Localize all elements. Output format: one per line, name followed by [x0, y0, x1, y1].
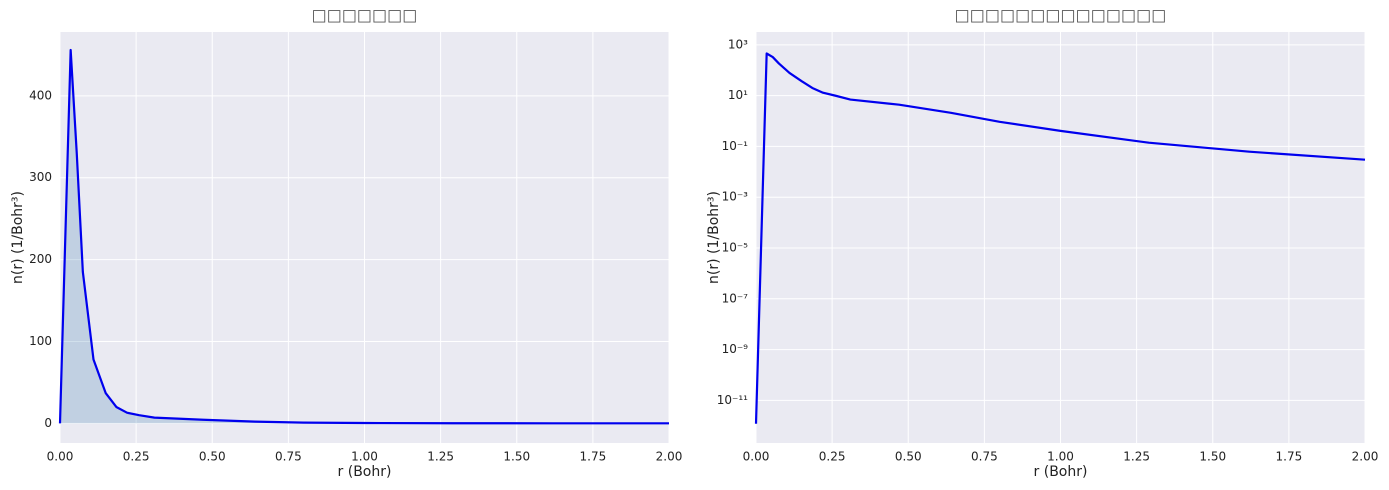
y-tick-label: 10¹: [728, 88, 748, 102]
x-tick-label: 0.50: [895, 450, 922, 464]
y-axis-label: n(r) (1/Bohr³): [706, 191, 722, 284]
x-tick-label: 1.75: [580, 450, 607, 464]
x-tick-label: 1.25: [427, 450, 454, 464]
y-tick-label: 10³: [728, 37, 748, 51]
chart-title: □□□□□□□: [312, 6, 418, 25]
y-tick-label: 10⁻³: [722, 190, 749, 204]
x-axis-label: r (Bohr): [338, 464, 392, 480]
x-tick-label: 0.50: [199, 450, 226, 464]
chart-title: □□□□□□□□□□□□□□: [955, 6, 1167, 25]
x-tick-label: 1.75: [1276, 450, 1303, 464]
y-tick-label: 10⁻⁹: [722, 342, 749, 356]
y-tick-label: 10⁻¹¹: [717, 393, 748, 407]
y-tick-label: 10⁻⁵: [722, 241, 749, 255]
x-tick-label: 0.00: [47, 450, 74, 464]
x-axis-label: r (Bohr): [1034, 464, 1088, 480]
y-tick-label: 0: [44, 416, 52, 430]
x-tick-label: 1.00: [1047, 450, 1074, 464]
y-tick-label: 100: [29, 334, 52, 348]
axes: 0.00 0.25 0.50 0.75 1.00 1.25 1.50 1.75 2.00 0 100…: [10, 6, 682, 481]
axes: 0.00 0.25 0.50 0.75 1.00 1.25 1.50 1.75 2.00 10³ 1…: [706, 6, 1378, 481]
y-tick-label: 300: [29, 170, 52, 184]
x-tick-label: 0.75: [275, 450, 302, 464]
x-tick-label: 2.00: [1352, 450, 1379, 464]
y-axis-label: n(r) (1/Bohr³): [10, 191, 26, 284]
x-tick-label: 0.25: [819, 450, 846, 464]
y-tick-label: 400: [29, 88, 52, 102]
x-tick-label: 0.00: [743, 450, 770, 464]
x-tick-label: 0.25: [123, 450, 150, 464]
x-tick-label: 1.50: [1199, 450, 1226, 464]
x-tick-label: 2.00: [656, 450, 683, 464]
line: [58, 48, 670, 425]
y-tick-label: 10⁻¹: [722, 139, 749, 153]
x-tick-label: 1.00: [351, 450, 378, 464]
x-tick-label: 0.75: [971, 450, 998, 464]
y-tick-label: 10⁻⁷: [722, 291, 749, 305]
y-tick-label: 200: [29, 252, 52, 266]
x-tick-label: 1.25: [1123, 450, 1150, 464]
line: [754, 52, 1366, 424]
x-tick-label: 1.50: [503, 450, 530, 464]
